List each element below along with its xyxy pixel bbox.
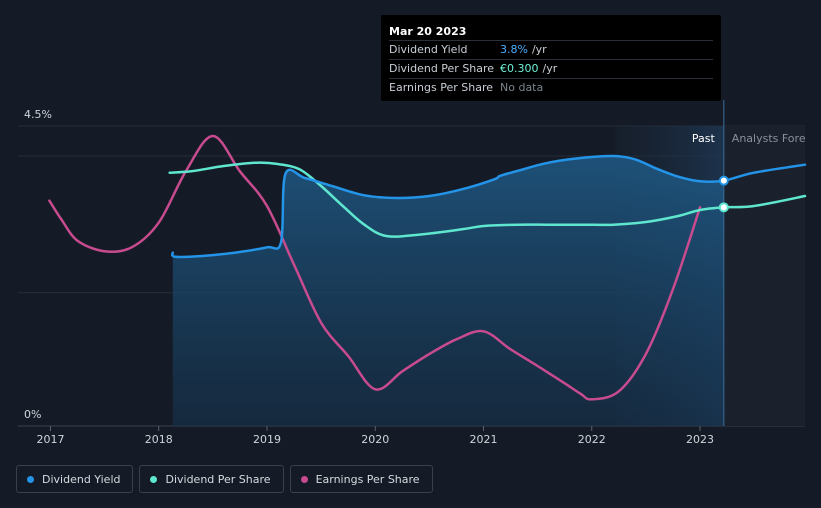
x-tick-label: 2019 <box>253 433 281 446</box>
legend-item-earnings-per-share[interactable]: Earnings Per Share <box>289 465 433 493</box>
legend-dot <box>300 475 308 483</box>
x-tick-label: 2018 <box>145 433 173 446</box>
legend-dot <box>150 475 158 483</box>
tooltip-label: Dividend Per Share <box>389 62 495 75</box>
legend-item-dividend-yield[interactable]: Dividend Yield <box>16 465 134 493</box>
legend-label: Earnings Per Share <box>315 472 420 486</box>
dividend-per-share-line <box>168 161 807 238</box>
x-tick-label: 2020 <box>361 433 389 446</box>
legend: Dividend Yield Dividend Per Share Earnin… <box>16 465 433 493</box>
x-tick-label: 2021 <box>469 433 497 446</box>
tooltip-row-dps: Dividend Per Share €0.300 /yr <box>389 59 713 78</box>
past-label: Past <box>692 132 716 145</box>
tooltip-value: 3.8% <box>500 43 528 56</box>
legend-label: Dividend Yield <box>42 472 121 486</box>
y-tick-label: 4.5% <box>24 108 52 121</box>
tooltip: Mar 20 2023 Dividend Yield 3.8% /yr Divi… <box>381 15 721 101</box>
forecast-label: Analysts Forecasts <box>732 132 821 145</box>
tooltip-row-yield: Dividend Yield 3.8% /yr <box>389 40 713 59</box>
x-tick-label: 2023 <box>686 433 714 446</box>
tooltip-value: €0.300 <box>500 62 539 75</box>
tooltip-label: Earnings Per Share <box>389 81 494 94</box>
dividend-yield-marker[interactable] <box>718 175 729 186</box>
tooltip-value: No data <box>500 81 544 94</box>
dividend-chart: 2017 2018 2019 2020 2021 2022 2023 4.5% 0% Past… <box>18 100 821 446</box>
tooltip-row-eps: Earnings Per Share No data <box>389 78 713 97</box>
legend-item-dividend-per-share[interactable]: Dividend Per Share <box>139 465 284 493</box>
dividend-yield-area <box>172 155 724 426</box>
tooltip-unit: /yr <box>531 43 547 56</box>
y-tick-label: 0% <box>24 408 41 421</box>
tooltip-label: Dividend Yield <box>389 43 468 56</box>
legend-dot <box>27 475 34 483</box>
legend-label: Dividend Per Share <box>165 472 271 486</box>
tooltip-unit: /yr <box>542 62 558 75</box>
tooltip-date: Mar 20 2023 <box>389 25 467 38</box>
x-tick-label: 2017 <box>36 433 64 446</box>
x-tick-label: 2022 <box>578 433 606 446</box>
dividend-per-share-marker[interactable] <box>718 202 729 213</box>
earnings-per-share-line <box>48 134 702 401</box>
dividend-yield-line <box>170 154 807 259</box>
